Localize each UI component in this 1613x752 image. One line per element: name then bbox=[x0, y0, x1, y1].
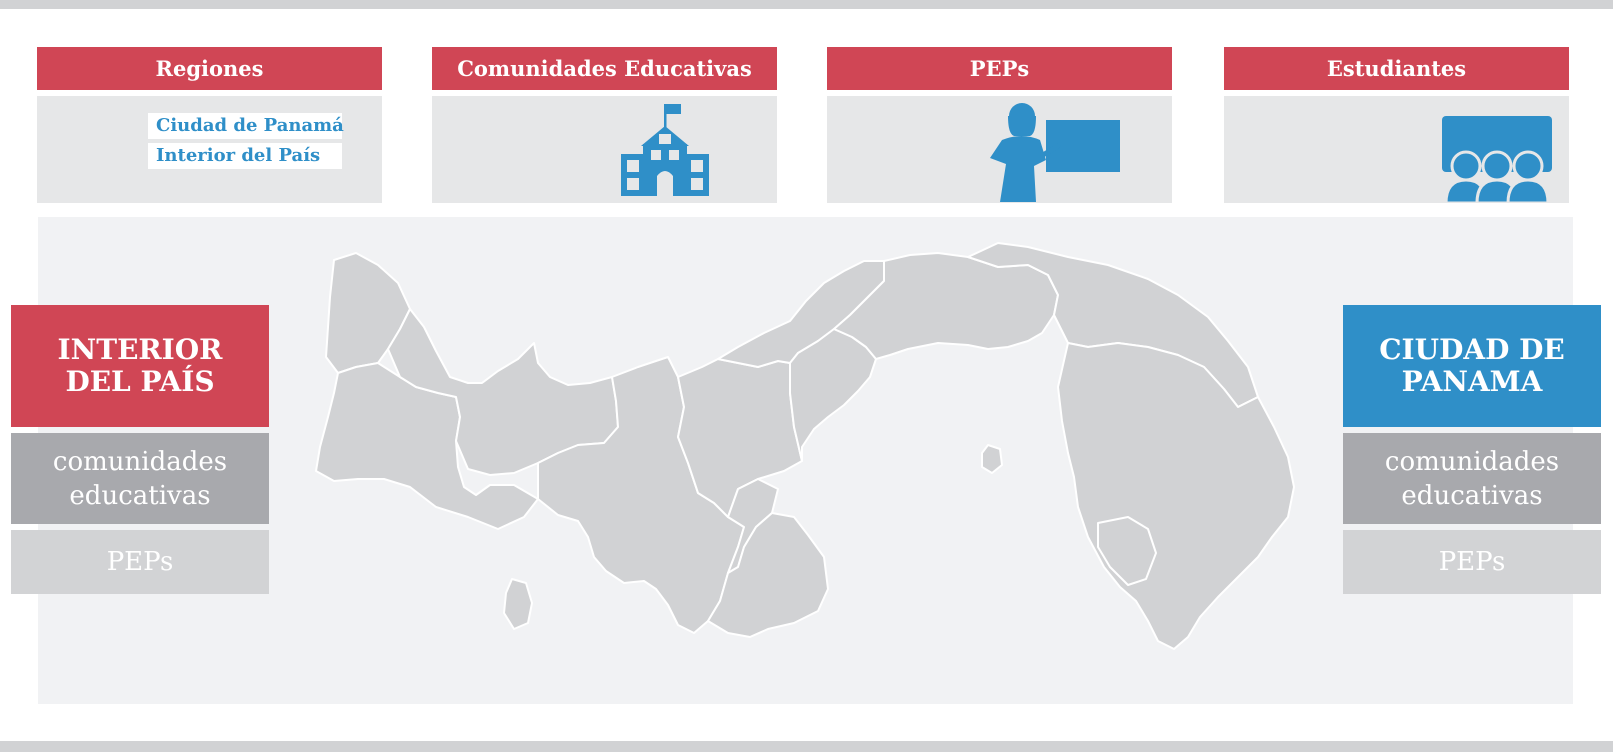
ciudad-title-line2: PANAMA bbox=[1401, 365, 1543, 398]
region-list: Ciudad de Panamá Interior del País bbox=[148, 113, 344, 173]
school-building-icon bbox=[621, 104, 709, 196]
ciudad-metric-peps: PEPs bbox=[1343, 530, 1601, 594]
interior-metric-line2: educativas bbox=[69, 480, 211, 511]
map-region-embera-wounaan bbox=[1097, 516, 1157, 586]
interior-title-line1: INTERIOR bbox=[57, 333, 223, 366]
stat-header-regiones: Regiones bbox=[37, 47, 382, 90]
map-island-pearl bbox=[981, 444, 1003, 474]
stat-card-estudiantes: Estudiantes bbox=[1224, 47, 1569, 203]
students-icon bbox=[1442, 116, 1552, 203]
map-region-los-santos bbox=[707, 512, 829, 638]
stat-card-regiones: Regiones Ciudad de Panamá Interior del P… bbox=[37, 47, 382, 203]
ciudad-panel: CIUDAD DE PANAMA comunidades educativas PE… bbox=[1343, 305, 1601, 594]
ciudad-title[interactable]: CIUDAD DE PANAMA bbox=[1343, 305, 1601, 427]
interior-metric-comunidades: comunidades educativas bbox=[11, 433, 269, 524]
teacher-at-board-icon bbox=[990, 103, 1120, 202]
map-region-darien bbox=[1057, 342, 1295, 650]
stat-body-comunidades bbox=[432, 96, 777, 203]
stat-card-peps: PEPs bbox=[827, 47, 1172, 203]
bottom-border bbox=[0, 741, 1613, 752]
ciudad-title-line1: CIUDAD DE bbox=[1379, 333, 1565, 366]
stat-body-peps bbox=[827, 96, 1172, 203]
stat-body-estudiantes bbox=[1224, 96, 1569, 203]
stat-body-regiones: Ciudad de Panamá Interior del País bbox=[37, 96, 382, 203]
stat-header-peps: PEPs bbox=[827, 47, 1172, 90]
ciudad-metric-comunidades: comunidades educativas bbox=[1343, 433, 1601, 524]
region-item-interior[interactable]: Interior del País bbox=[148, 143, 342, 169]
panama-map[interactable] bbox=[38, 217, 1573, 704]
interior-panel: INTERIOR DEL PAÍS comunidades educativas P… bbox=[11, 305, 269, 594]
region-item-ciudad[interactable]: Ciudad de Panamá bbox=[148, 113, 344, 139]
map-panel bbox=[38, 217, 1573, 704]
ciudad-metric-line1: comunidades bbox=[1384, 446, 1560, 477]
ciudad-metric-line2: educativas bbox=[1401, 480, 1543, 511]
interior-metric-peps: PEPs bbox=[11, 530, 269, 594]
interior-title[interactable]: INTERIOR DEL PAÍS bbox=[11, 305, 269, 427]
top-border bbox=[0, 0, 1613, 9]
interior-title-line2: DEL PAÍS bbox=[65, 365, 215, 398]
stat-header-estudiantes: Estudiantes bbox=[1224, 47, 1569, 90]
map-region-bocas bbox=[325, 252, 411, 374]
stat-card-comunidades: Comunidades Educativas bbox=[432, 47, 777, 203]
stat-header-comunidades: Comunidades Educativas bbox=[432, 47, 777, 90]
interior-metric-line1: comunidades bbox=[52, 446, 228, 477]
map-island-coiba bbox=[503, 578, 533, 630]
map-region-panama-oeste bbox=[789, 328, 877, 462]
